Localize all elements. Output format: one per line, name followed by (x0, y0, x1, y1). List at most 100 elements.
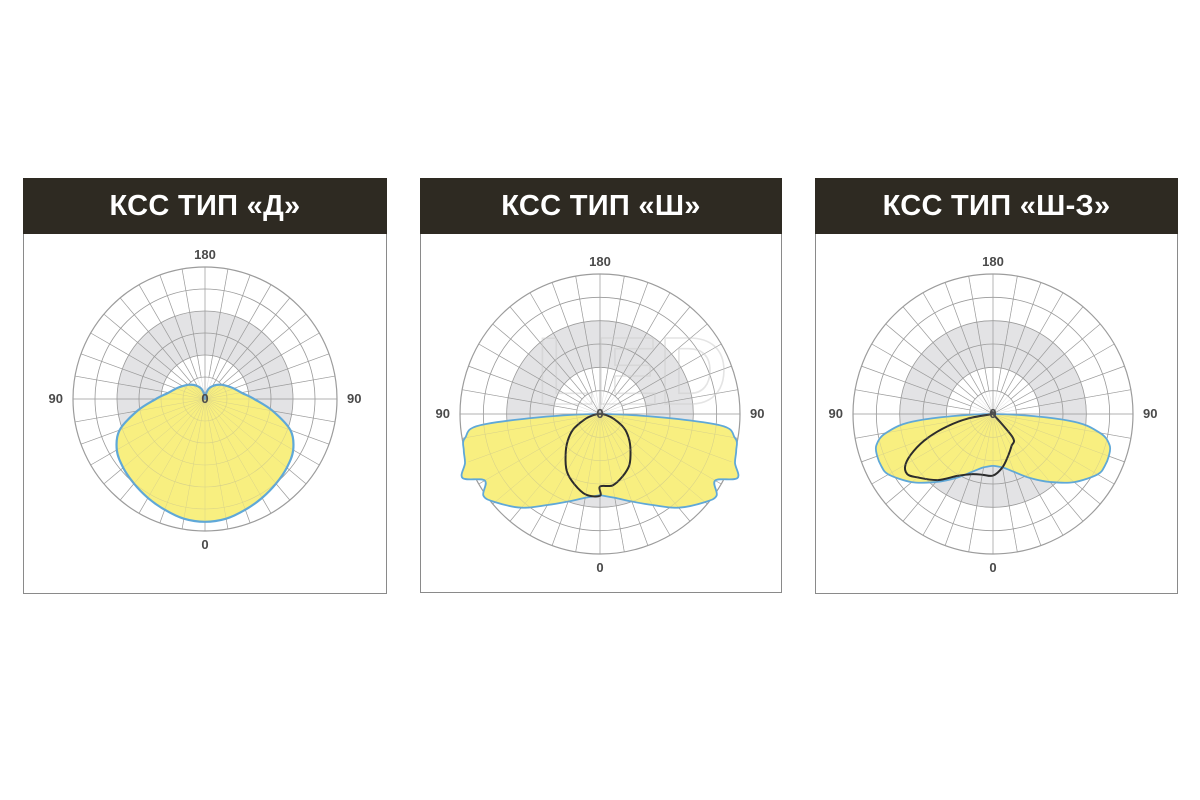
grid-spoke (159, 274, 198, 379)
tick-label-center: 0 (989, 406, 996, 421)
grid-spoke (599, 323, 708, 415)
tick-label-top: 180 (589, 254, 611, 269)
grid-spoke (992, 413, 1064, 536)
grid-spoke (575, 436, 597, 552)
grid-spoke (462, 389, 601, 415)
grid-spoke (218, 415, 291, 501)
grid-spoke (992, 389, 1131, 415)
grid-ring (116, 310, 294, 488)
grid-spoke (885, 413, 994, 505)
grid-spoke (617, 323, 708, 400)
grid-spoke (603, 436, 625, 552)
grid-spoke (1007, 431, 1084, 522)
grid-ring (946, 367, 1040, 461)
grid-spoke (861, 413, 994, 463)
grid-spoke (509, 431, 586, 522)
grid-spoke (119, 398, 206, 501)
grid-spoke (871, 343, 994, 415)
grid-ring (576, 390, 624, 438)
chart-title: КСС ТИП «Ш-З» (815, 178, 1178, 234)
grid-spoke (621, 421, 732, 463)
grid-spoke (855, 389, 994, 415)
grid-spoke (204, 398, 320, 466)
grid-spoke (992, 365, 1125, 415)
grid-spoke (204, 274, 251, 400)
grid-spoke (902, 306, 994, 415)
grid-spoke (599, 413, 732, 463)
grid-spoke (603, 276, 625, 392)
ring-band (899, 320, 1087, 508)
grid-spoke (599, 276, 625, 415)
grid-spoke (575, 413, 601, 552)
grid-spoke (599, 413, 738, 439)
grid-spoke (103, 313, 189, 386)
grid-spoke (80, 353, 185, 392)
grid-spoke (996, 436, 1018, 552)
grid-spoke (551, 282, 601, 415)
grid-spoke (992, 413, 1101, 505)
grid-spoke (492, 323, 601, 415)
grid-spoke (80, 398, 206, 445)
grid-spoke (181, 398, 206, 530)
distribution-fill (116, 384, 294, 522)
grid-spoke (90, 332, 206, 400)
grid-spoke (204, 398, 320, 466)
grid-spoke (204, 313, 307, 400)
grid-spoke (103, 412, 189, 485)
grid-spoke (992, 276, 1018, 415)
grid-spoke (204, 398, 330, 445)
grid-spoke (617, 428, 708, 505)
grid-spoke (1010, 323, 1101, 400)
grid-ring (138, 332, 272, 466)
grid-spoke (529, 292, 601, 415)
tick-label-left: 90 (829, 406, 843, 421)
grid-spoke (509, 306, 586, 397)
grid-ring (482, 296, 718, 532)
grid-spoke (992, 282, 1042, 415)
chart-title: КСС ТИП «Ш» (420, 178, 782, 234)
grid-spoke (74, 398, 206, 423)
grid-spoke (119, 297, 206, 400)
grid-spoke (992, 413, 1064, 536)
grid-spoke (80, 353, 206, 400)
grid-spoke (968, 436, 990, 552)
card-type-sh-z: КСС ТИП «Ш-З» 180 0 90 90 0 (815, 178, 1178, 594)
ring-band (117, 311, 293, 487)
distribution-outline (460, 413, 740, 509)
secondary-curve (904, 411, 1016, 482)
grid-overlay (460, 274, 740, 554)
grid-ring (459, 273, 741, 555)
grid-spoke (599, 306, 691, 415)
grid-spoke (922, 413, 994, 536)
grid-ring (922, 343, 1064, 485)
grid-overlay (853, 274, 1133, 554)
grid-ring (94, 288, 316, 510)
grid-spoke (119, 297, 192, 383)
grid-spoke (225, 353, 330, 392)
distribution-fill (875, 414, 1111, 483)
grid-spoke (621, 365, 732, 407)
grid-spoke (478, 413, 601, 485)
grid-spoke (204, 398, 272, 514)
grid-spoke (204, 398, 336, 423)
grid-spoke (599, 413, 691, 522)
grid-spoke (478, 343, 601, 415)
grid-spoke (159, 398, 206, 524)
grid-spoke (599, 413, 722, 485)
grid-spoke (138, 284, 206, 400)
tick-label-bottom: 0 (989, 560, 996, 575)
grid-ring (160, 354, 250, 444)
tick-label-right: 90 (347, 391, 361, 406)
grid-spoke (855, 389, 971, 411)
grid-spoke (992, 413, 1125, 463)
tick-label-center: 0 (596, 406, 603, 421)
grid-ring (506, 320, 694, 508)
grid-spoke (922, 292, 994, 415)
grid-spoke (861, 365, 972, 407)
grid-spoke (529, 292, 601, 415)
grid-spoke (599, 343, 722, 415)
distribution-fill (461, 414, 739, 508)
grid-overlay (73, 267, 337, 531)
grid-ring (922, 343, 1064, 485)
secondary-curve (564, 412, 632, 498)
